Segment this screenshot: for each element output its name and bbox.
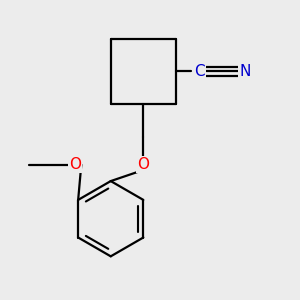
- Text: N: N: [239, 64, 250, 79]
- Text: O: O: [69, 157, 81, 172]
- Text: O: O: [137, 157, 149, 172]
- Text: C: C: [194, 64, 204, 79]
